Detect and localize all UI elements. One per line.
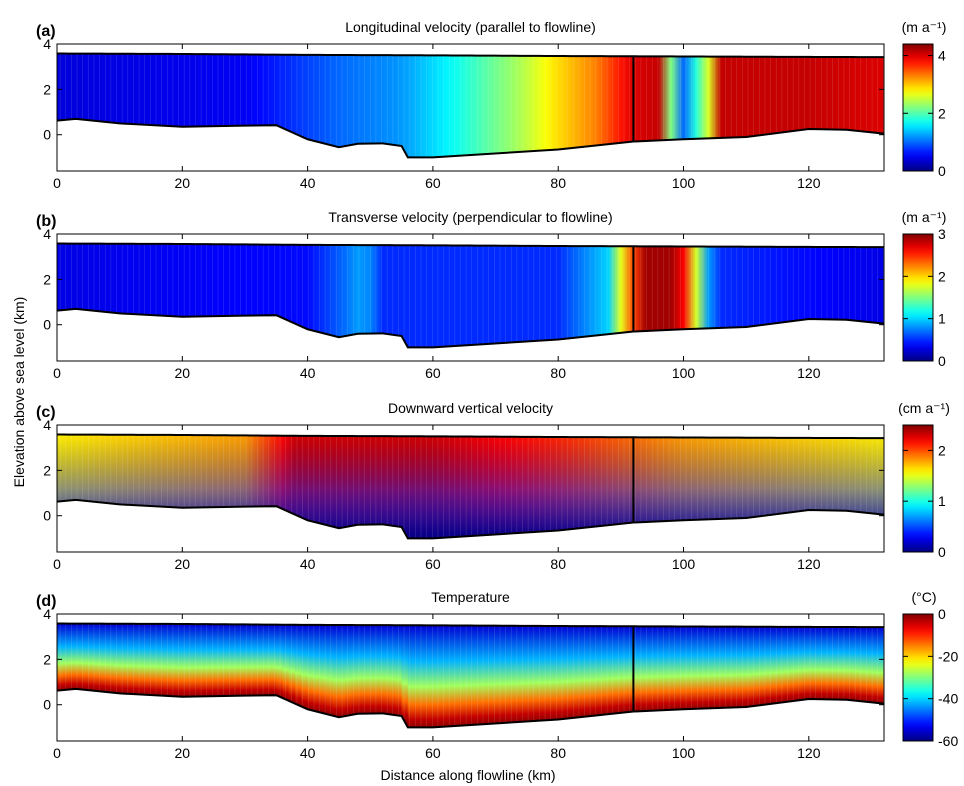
panel-title: Temperature bbox=[431, 589, 510, 605]
bed-line bbox=[56, 498, 885, 540]
x-tick-label: 80 bbox=[550, 175, 566, 191]
colorbar-tick-label: 2 bbox=[938, 268, 946, 284]
y-tick-label: 0 bbox=[43, 127, 51, 143]
x-tick-label: 80 bbox=[550, 556, 566, 572]
x-tick-label: 60 bbox=[425, 365, 441, 381]
y-tick-label: 2 bbox=[43, 462, 51, 478]
panel-label: (a) bbox=[36, 23, 56, 40]
x-tick-label: 120 bbox=[797, 556, 821, 572]
x-tick-label: 100 bbox=[672, 745, 696, 761]
axes-frame bbox=[56, 424, 885, 553]
panel-4: 0 20 40 60 80 100 120 0 2 4(d) Temperature 0 -20 -40 -… bbox=[36, 589, 958, 761]
x-tick-label: 0 bbox=[53, 556, 61, 572]
colorbar-tick-label: 2 bbox=[938, 105, 946, 121]
x-tick-label: 40 bbox=[300, 365, 316, 381]
colorbar-tick-label: -40 bbox=[938, 691, 958, 707]
x-axis-label: Distance along flowline (km) bbox=[380, 767, 555, 783]
colorbar-label: (m a⁻¹) bbox=[902, 209, 947, 225]
colorbar-tick-label: 0 bbox=[938, 353, 946, 369]
axes-frame bbox=[56, 43, 885, 172]
bed-line bbox=[56, 307, 885, 349]
x-tick-label: 20 bbox=[175, 365, 191, 381]
x-tick-label: 0 bbox=[53, 175, 61, 191]
colorbar-tick-label: 1 bbox=[938, 311, 946, 327]
y-tick-label: 0 bbox=[43, 317, 51, 333]
colorbar-tick-label: 2 bbox=[938, 442, 946, 458]
surface-line bbox=[56, 52, 885, 59]
colorbar-label: (°C) bbox=[911, 589, 936, 605]
colorbar-tick-label: 1 bbox=[938, 493, 946, 509]
y-tick-label: 2 bbox=[43, 81, 51, 97]
panel-label: (b) bbox=[36, 213, 56, 230]
panel-label: (c) bbox=[36, 404, 56, 421]
y-tick-label: 0 bbox=[43, 508, 51, 524]
colorbar bbox=[902, 613, 934, 742]
y-tick-label: 2 bbox=[43, 271, 51, 287]
y-tick-label: 0 bbox=[43, 697, 51, 713]
x-tick-label: 120 bbox=[797, 365, 821, 381]
colorbar bbox=[902, 43, 934, 172]
x-tick-label: 40 bbox=[300, 745, 316, 761]
axes-frame bbox=[56, 613, 885, 742]
colorbar bbox=[902, 233, 934, 362]
colorbar-tick-label: 0 bbox=[938, 544, 946, 560]
x-tick-label: 20 bbox=[175, 745, 191, 761]
x-tick-label: 80 bbox=[550, 745, 566, 761]
bed-line bbox=[56, 687, 885, 729]
panel-title: Downward vertical velocity bbox=[388, 400, 553, 416]
panel-title: Longitudinal velocity (parallel to flowl… bbox=[345, 19, 596, 35]
y-tick-label: 4 bbox=[43, 417, 51, 433]
x-tick-label: 80 bbox=[550, 365, 566, 381]
y-tick-label: 2 bbox=[43, 651, 51, 667]
y-tick-label: 4 bbox=[43, 606, 51, 622]
x-tick-label: 20 bbox=[175, 175, 191, 191]
colorbar-tick-label: -60 bbox=[938, 733, 958, 749]
x-tick-label: 60 bbox=[425, 556, 441, 572]
x-tick-label: 40 bbox=[300, 556, 316, 572]
panel-title: Transverse velocity (perpendicular to fl… bbox=[328, 209, 612, 225]
colorbar-label: (cm a⁻¹) bbox=[898, 400, 950, 416]
x-tick-label: 100 bbox=[672, 365, 696, 381]
colorbar-tick-label: 0 bbox=[938, 606, 946, 622]
x-tick-label: 60 bbox=[425, 175, 441, 191]
ice-field bbox=[57, 243, 884, 348]
colorbar-tick-label: 4 bbox=[938, 48, 946, 64]
surface-line bbox=[56, 622, 885, 629]
y-tick-label: 4 bbox=[43, 36, 51, 52]
ice-field bbox=[57, 53, 884, 158]
x-tick-label: 20 bbox=[175, 556, 191, 572]
colorbar bbox=[902, 424, 934, 553]
colorbar-tick-label: 3 bbox=[938, 226, 946, 242]
panel-label: (d) bbox=[36, 593, 56, 610]
x-tick-label: 100 bbox=[672, 556, 696, 572]
colorbar-label: (m a⁻¹) bbox=[902, 19, 947, 35]
y-axis-label: Elevation above sea level (km) bbox=[11, 297, 27, 488]
bed-line bbox=[56, 117, 885, 159]
ice-field-depth-shading bbox=[57, 434, 884, 539]
x-tick-label: 120 bbox=[797, 745, 821, 761]
y-tick-label: 4 bbox=[43, 226, 51, 242]
x-tick-label: 120 bbox=[797, 175, 821, 191]
axes-frame bbox=[56, 233, 885, 362]
x-tick-label: 0 bbox=[53, 365, 61, 381]
x-tick-label: 0 bbox=[53, 745, 61, 761]
colorbar-tick-label: -20 bbox=[938, 648, 958, 664]
x-tick-label: 60 bbox=[425, 745, 441, 761]
surface-line bbox=[56, 433, 885, 440]
x-tick-label: 100 bbox=[672, 175, 696, 191]
x-tick-label: 40 bbox=[300, 175, 316, 191]
ice-field bbox=[57, 623, 884, 728]
colorbar-tick-label: 0 bbox=[938, 163, 946, 179]
surface-line bbox=[56, 242, 885, 249]
